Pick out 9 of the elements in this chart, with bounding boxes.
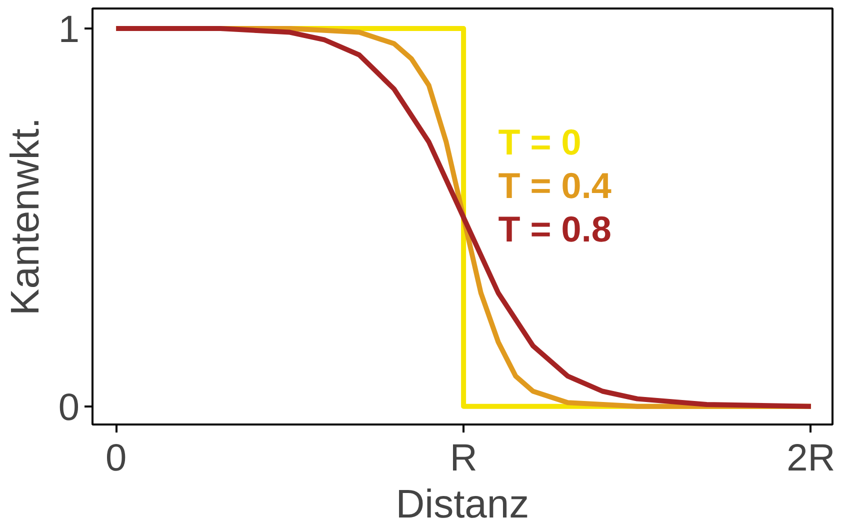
series-label: T = 0 (498, 121, 582, 162)
y-axis-title: Kantenwkt. (3, 118, 48, 316)
x-axis-title: Distanz (396, 482, 530, 526)
x-tick-label: 0 (106, 438, 127, 480)
x-tick-label: R (450, 438, 478, 480)
y-tick-label: 1 (58, 9, 80, 52)
series-label: T = 0.4 (498, 164, 612, 206)
series-label: T = 0.8 (498, 208, 612, 250)
x-tick-label: 2R (786, 438, 836, 480)
